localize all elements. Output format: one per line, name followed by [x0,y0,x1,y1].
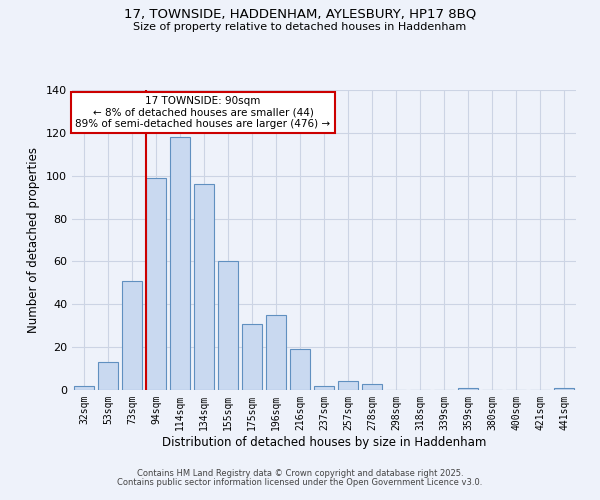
Bar [266,315,286,390]
Bar [290,350,310,390]
Bar [122,280,142,390]
Text: Size of property relative to detached houses in Haddenham: Size of property relative to detached ho… [133,22,467,32]
Bar [362,384,382,390]
Text: Contains HM Land Registry data © Crown copyright and database right 2025.: Contains HM Land Registry data © Crown c… [137,468,463,477]
Bar [98,362,118,390]
Bar [458,388,478,390]
Bar [74,386,94,390]
Bar [146,178,166,390]
Bar [194,184,214,390]
Bar [218,262,238,390]
Bar [554,388,574,390]
Text: Contains public sector information licensed under the Open Government Licence v3: Contains public sector information licen… [118,478,482,487]
Text: 17, TOWNSIDE, HADDENHAM, AYLESBURY, HP17 8BQ: 17, TOWNSIDE, HADDENHAM, AYLESBURY, HP17… [124,8,476,20]
X-axis label: Distribution of detached houses by size in Haddenham: Distribution of detached houses by size … [162,436,486,448]
Bar [338,382,358,390]
Bar [170,137,190,390]
Bar [242,324,262,390]
Y-axis label: Number of detached properties: Number of detached properties [28,147,40,333]
Bar [314,386,334,390]
Text: 17 TOWNSIDE: 90sqm
← 8% of detached houses are smaller (44)
89% of semi-detached: 17 TOWNSIDE: 90sqm ← 8% of detached hous… [76,96,331,129]
